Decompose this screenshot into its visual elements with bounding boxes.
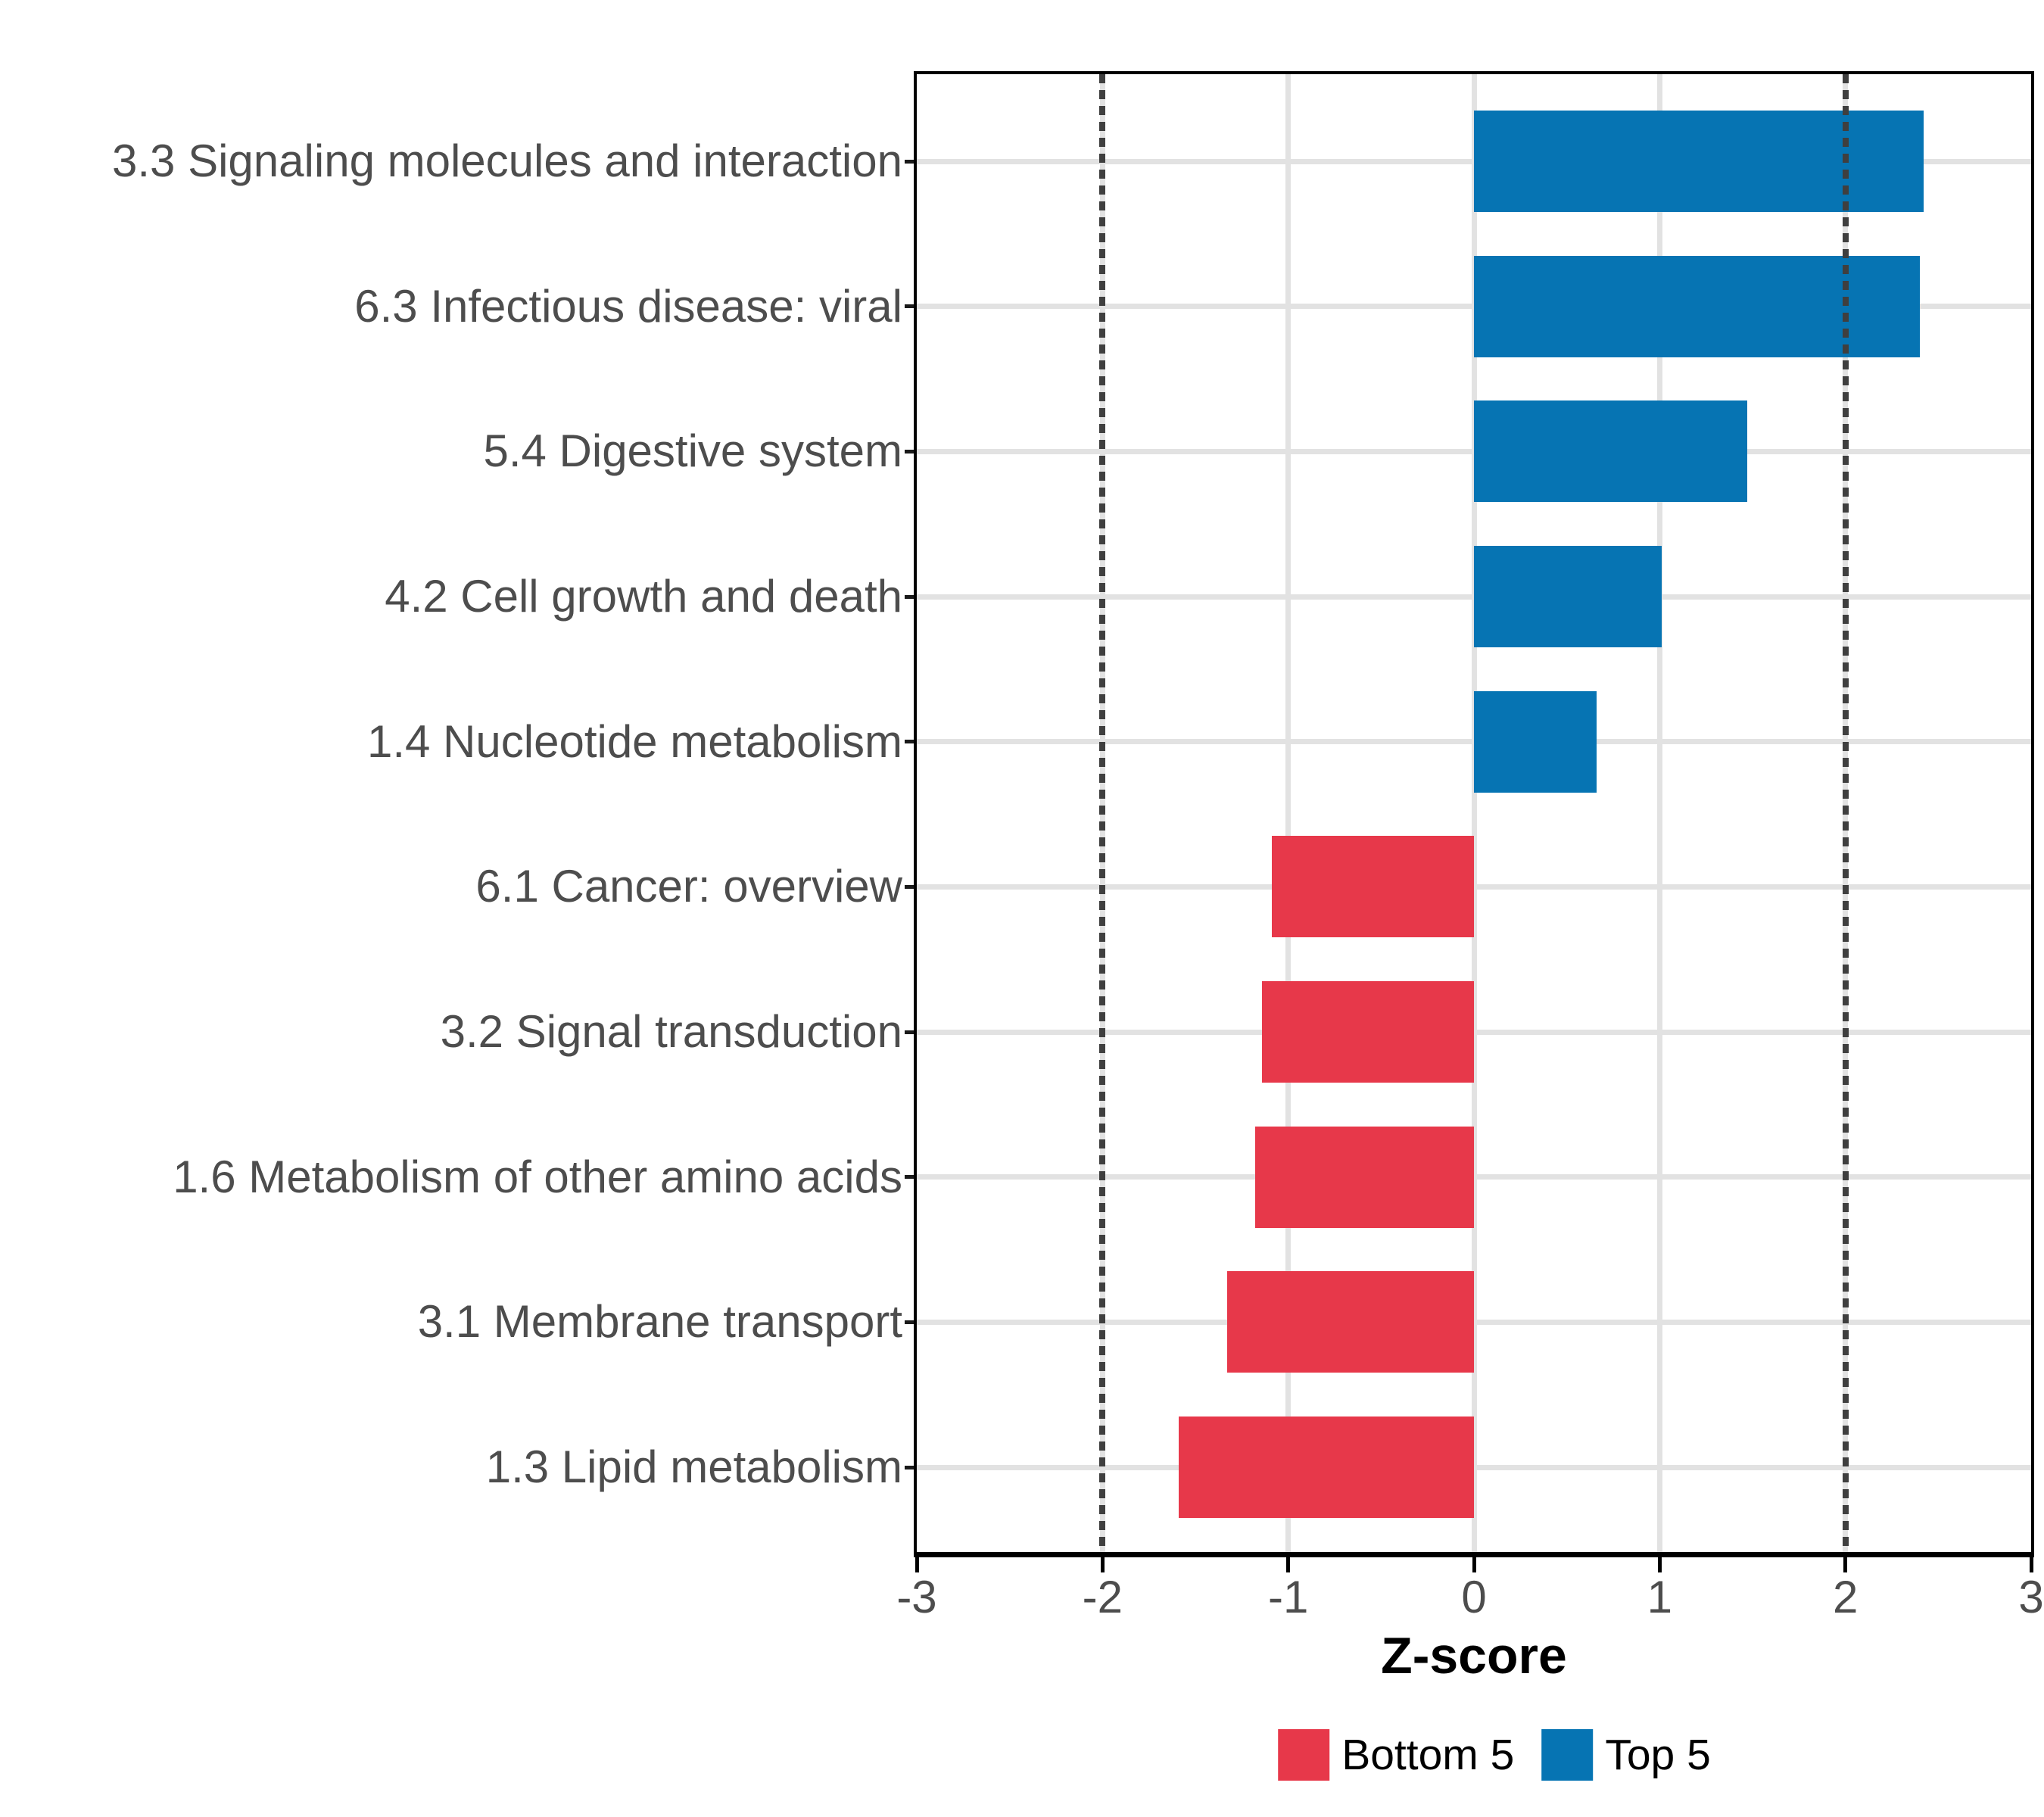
horizontal-grid-line <box>917 1319 2031 1325</box>
reference-line <box>1099 74 1106 1554</box>
y-axis-label: 3.1 Membrane transport <box>417 1296 902 1348</box>
y-axis-label: 6.3 Infectious disease: viral <box>354 280 902 332</box>
y-axis-tick <box>905 740 917 744</box>
x-axis-tick <box>2029 1557 2033 1572</box>
x-tick-label: 3 <box>2018 1572 2044 1622</box>
x-tick-label: -1 <box>1267 1572 1309 1622</box>
x-axis-tick <box>1472 1557 1476 1572</box>
y-axis-label: 5.4 Digestive system <box>483 425 902 477</box>
y-axis-label: 6.1 Cancer: overview <box>475 861 902 912</box>
x-axis-tick <box>915 1557 919 1572</box>
bar-bottom5 <box>1226 1271 1474 1373</box>
x-tick-label: -3 <box>896 1572 937 1622</box>
x-axis-line <box>914 1552 2034 1557</box>
bar-top5 <box>1474 110 1924 213</box>
legend-swatch-top5 <box>1541 1729 1594 1781</box>
y-axis-label: 1.4 Nucleotide metabolism <box>366 715 902 767</box>
reference-line <box>1842 74 1849 1554</box>
horizontal-grid-line <box>917 1029 2031 1035</box>
y-axis-label: 1.6 Metabolism of other amino acids <box>173 1151 902 1202</box>
legend-item-bottom5: Bottom 5 <box>1278 1729 1514 1781</box>
legend-item-top5: Top 5 <box>1541 1729 1711 1781</box>
y-axis-tick <box>905 884 917 889</box>
legend: Bottom 5 Top 5 <box>1278 1729 1711 1781</box>
bar-top5 <box>1474 400 1747 503</box>
y-axis-tick <box>905 449 917 453</box>
x-axis-tick <box>1286 1557 1291 1572</box>
vertical-grid-line <box>1656 74 1662 1554</box>
x-axis-tick <box>1657 1557 1662 1572</box>
bar-bottom5 <box>1271 836 1474 938</box>
x-tick-label: 0 <box>1461 1572 1487 1622</box>
bar-top5 <box>1474 255 1920 357</box>
x-tick-label: 1 <box>1647 1572 1673 1622</box>
legend-label-top5: Top 5 <box>1605 1731 1711 1779</box>
horizontal-grid-line <box>917 1464 2031 1470</box>
y-axis-label: 3.2 Signal transduction <box>440 1006 902 1057</box>
y-axis-tick <box>905 1320 917 1324</box>
y-axis-tick <box>905 1175 917 1180</box>
y-axis-tick <box>905 594 917 599</box>
vertical-grid-line <box>1471 74 1477 1554</box>
bar-top5 <box>1474 690 1597 793</box>
y-axis-tick <box>905 1465 917 1469</box>
x-axis-tick <box>1843 1557 1848 1572</box>
y-axis-tick <box>905 304 917 309</box>
horizontal-grid-line <box>917 1174 2031 1180</box>
y-axis-tick <box>905 1030 917 1034</box>
bar-top5 <box>1474 545 1662 648</box>
bar-bottom5 <box>1262 980 1474 1083</box>
y-axis-label: 3.3 Signaling molecules and interaction <box>112 136 902 186</box>
bar-bottom5 <box>1178 1416 1474 1519</box>
legend-label-bottom5: Bottom 5 <box>1341 1731 1515 1779</box>
y-axis-label: 4.2 Cell growth and death <box>385 571 902 622</box>
x-tick-label: -2 <box>1082 1572 1123 1622</box>
legend-swatch-bottom5 <box>1278 1729 1330 1781</box>
x-axis-title: Z-score <box>1381 1627 1567 1685</box>
horizontal-grid-line <box>917 884 2031 890</box>
x-axis-tick <box>1100 1557 1105 1572</box>
y-axis-tick <box>905 159 917 164</box>
bar-bottom5 <box>1254 1126 1474 1228</box>
x-tick-label: 2 <box>1832 1572 1859 1622</box>
vertical-grid-line <box>1285 74 1292 1554</box>
y-axis-label: 1.3 Lipid metabolism <box>485 1441 902 1492</box>
